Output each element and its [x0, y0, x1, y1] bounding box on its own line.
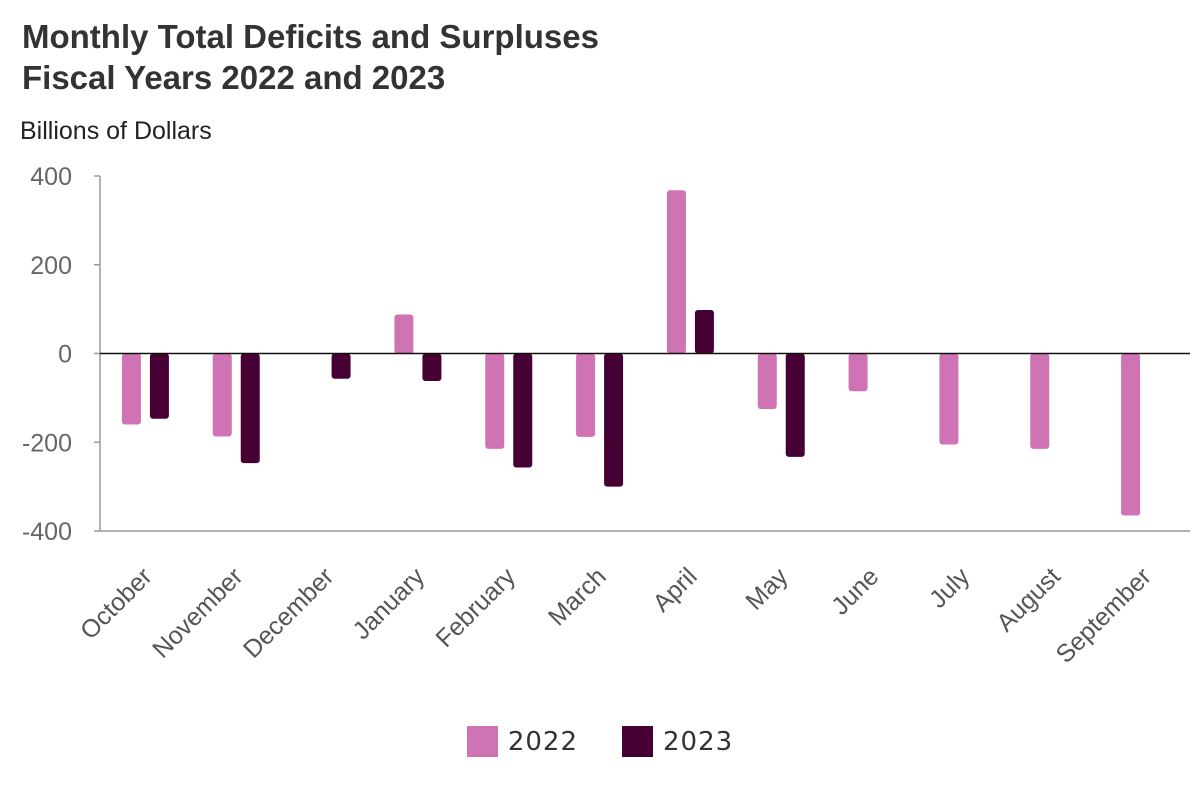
bar-2022-june	[848, 353, 868, 392]
legend: 2022 2023	[0, 726, 1200, 757]
bar-2022-january	[394, 314, 414, 354]
x-tick-label-august: August	[991, 562, 1066, 637]
bar-2023-december	[331, 353, 351, 379]
bar-2023-november	[240, 353, 260, 464]
x-tick-label-december: December	[238, 562, 339, 663]
chart-title-line-1: Monthly Total Deficits and Surpluses	[22, 18, 599, 55]
bar-2022-october	[121, 353, 141, 425]
y-axis-label: Billions of Dollars	[20, 117, 212, 145]
x-tick-label-november: November	[147, 562, 248, 663]
bar-2023-october	[149, 353, 169, 419]
x-tick-label-january: January	[347, 562, 430, 645]
x-tick-label-may: May	[740, 562, 794, 616]
bar-2022-may	[757, 353, 777, 409]
x-tick-label-march: March	[543, 562, 612, 631]
bar-2022-march	[576, 353, 596, 437]
legend-label-2023: 2023	[663, 726, 734, 757]
bar-2022-april	[666, 190, 686, 354]
y-tick-label: 200	[30, 252, 72, 280]
x-tick-label-october: October	[75, 562, 158, 645]
x-tick-label-september: September	[1051, 562, 1157, 668]
chart-title-line-2: Fiscal Years 2022 and 2023	[22, 59, 446, 96]
bar-2023-january	[422, 353, 442, 382]
bar-2022-july	[939, 353, 959, 445]
legend-item-2022: 2022	[466, 726, 578, 757]
legend-swatch-2022	[466, 726, 498, 757]
y-tick-label: 400	[30, 163, 72, 191]
bar-2023-february	[513, 353, 533, 468]
legend-swatch-2023	[622, 726, 653, 757]
bar-2022-february	[485, 353, 505, 449]
bar-2023-april	[694, 310, 714, 354]
y-tick-label: -400	[22, 518, 72, 546]
bar-2022-august	[1030, 353, 1050, 449]
x-tick-label-july: July	[924, 562, 976, 614]
bar-2022-september	[1121, 353, 1141, 516]
legend-item-2023: 2023	[622, 726, 733, 757]
y-tick-label: 0	[58, 341, 72, 369]
x-tick-label-april: April	[647, 562, 702, 617]
legend-label-2022: 2022	[507, 726, 578, 757]
x-tick-label-june: June	[826, 562, 884, 620]
y-tick-label: -200	[22, 429, 72, 457]
bar-2023-march	[604, 353, 624, 487]
x-tick-label-february: February	[430, 562, 521, 653]
bar-2023-may	[785, 353, 805, 457]
chart-title: Monthly Total Deficits and Surpluses Fis…	[22, 16, 599, 98]
bar-2022-november	[212, 353, 232, 437]
